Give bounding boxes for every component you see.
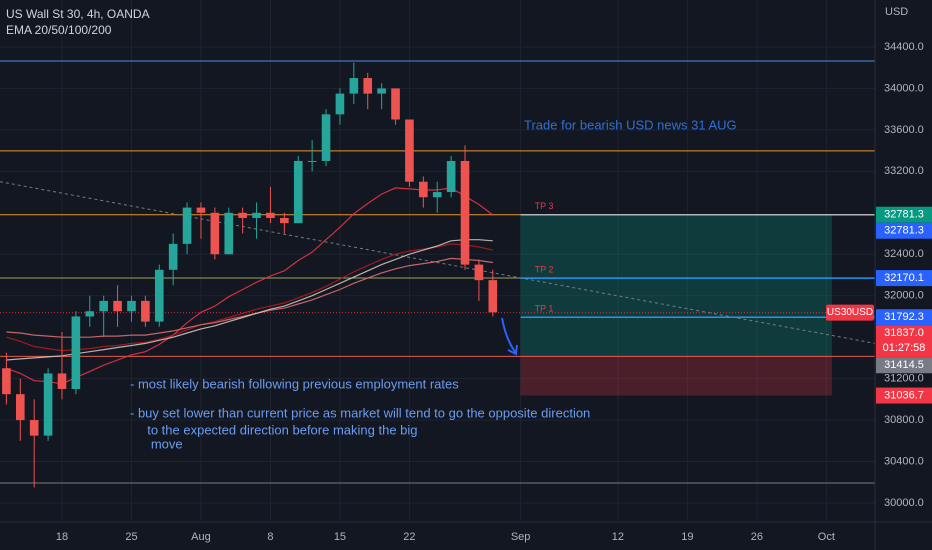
annotation: - most likely bearish following previous… — [130, 376, 459, 391]
candle-body — [460, 160, 470, 265]
price-tag-label: 31837.0 — [884, 327, 924, 339]
x-tick-label: 22 — [403, 531, 415, 543]
candle-body — [432, 192, 442, 198]
y-tick-label: 34000.0 — [884, 82, 924, 94]
x-tick-label: Sep — [511, 531, 531, 543]
candle-body — [349, 78, 359, 94]
candle-body — [363, 78, 373, 94]
price-tag-label: 32781.3 — [884, 225, 924, 237]
price-tag-label: 32781.3 — [884, 209, 924, 221]
y-tick-label: 32400.0 — [884, 248, 924, 260]
y-tick-label: 32000.0 — [884, 290, 924, 302]
price-tag — [876, 270, 932, 287]
price-tag — [876, 222, 932, 239]
price-tag — [876, 309, 932, 326]
price-tag-label: 32170.1 — [884, 272, 924, 284]
candle-body — [15, 394, 25, 421]
x-tick-label: Aug — [191, 531, 211, 543]
candle-body — [307, 160, 317, 162]
candle-body — [99, 300, 108, 312]
ema-line — [6, 239, 493, 361]
x-tick-label: 18 — [56, 531, 68, 543]
arrow — [501, 317, 518, 356]
grid — [0, 0, 875, 520]
candle-body — [335, 93, 345, 115]
price-tag — [876, 325, 932, 358]
y-tick-label: 30800.0 — [884, 414, 924, 426]
candle-body — [266, 212, 275, 218]
candle-body — [85, 311, 95, 317]
price-tag — [876, 357, 932, 374]
annotation: move — [140, 436, 183, 451]
candle-body — [224, 212, 234, 255]
x-tick-label: 26 — [751, 531, 763, 543]
y-tick-label: 30000.0 — [884, 497, 924, 509]
y-tick-label: 33600.0 — [884, 124, 924, 136]
x-tick-label: Oct — [818, 531, 835, 543]
profit-zone — [520, 214, 832, 357]
x-tick-label: 19 — [681, 531, 693, 543]
candle-body — [210, 212, 220, 255]
candle-body — [474, 264, 484, 281]
candle-body — [446, 160, 456, 193]
candle-body — [141, 300, 150, 322]
candle-body — [391, 88, 400, 120]
y-tick-label: 31200.0 — [884, 373, 924, 385]
ema-line — [6, 187, 494, 385]
annotation: Trade for bearish USD news 31 AUG — [524, 117, 737, 132]
y-tick-label: 30400.0 — [884, 455, 924, 467]
annotation: - buy set lower than current price as ma… — [130, 405, 590, 420]
x-tick-label: 15 — [334, 531, 346, 543]
candle-body — [377, 88, 386, 94]
annotation: to the expected direction before making … — [140, 422, 418, 437]
candle-body — [488, 280, 498, 313]
price-tag-label: 31414.5 — [884, 359, 924, 371]
candle-body — [321, 114, 331, 161]
indicator-label: EMA 20/50/100/200 — [6, 23, 112, 37]
candle-body — [2, 368, 11, 395]
plot: TP 3 TP 2 TP 1 — [0, 60, 876, 488]
candle-body — [154, 269, 164, 322]
y-tick-label: 33200.0 — [884, 165, 924, 177]
candle-body — [293, 160, 303, 224]
candle-body — [196, 207, 206, 213]
candle-body — [419, 181, 428, 198]
axis-unit: USD — [885, 6, 908, 18]
x-tick-label: 25 — [125, 531, 137, 543]
candle-body — [113, 300, 122, 312]
loss-zone — [520, 356, 832, 396]
trendline — [0, 181, 876, 344]
symbol-label: US30USD — [827, 307, 873, 318]
candle-body — [57, 373, 67, 389]
x-tick-label: 8 — [267, 531, 273, 543]
symbol-tag — [826, 304, 874, 321]
price-tag-label: 31036.7 — [884, 389, 924, 401]
price-tag-label: 31792.3 — [884, 311, 924, 323]
tp-label: TP 2 — [535, 264, 554, 274]
candle-body — [182, 207, 192, 244]
candle-body — [280, 217, 289, 224]
price-tag — [876, 206, 932, 223]
price-tag — [876, 387, 932, 404]
candle-body — [127, 300, 136, 312]
chart-title: US Wall St 30, 4h, OANDA — [6, 7, 150, 21]
x-tick-label: 12 — [612, 531, 624, 543]
candle-body — [71, 316, 81, 389]
candle-body — [43, 373, 53, 436]
candle-body — [252, 212, 261, 218]
candle-body — [168, 243, 178, 270]
candle-body — [405, 119, 414, 182]
tp-label: TP 1 — [535, 304, 554, 314]
candle-body — [238, 212, 247, 218]
countdown: 01:27:58 — [883, 342, 926, 354]
candle-body — [29, 420, 39, 436]
tp-label: TP 3 — [535, 201, 554, 211]
y-tick-label: 34400.0 — [884, 41, 924, 53]
ema-line — [6, 243, 493, 352]
